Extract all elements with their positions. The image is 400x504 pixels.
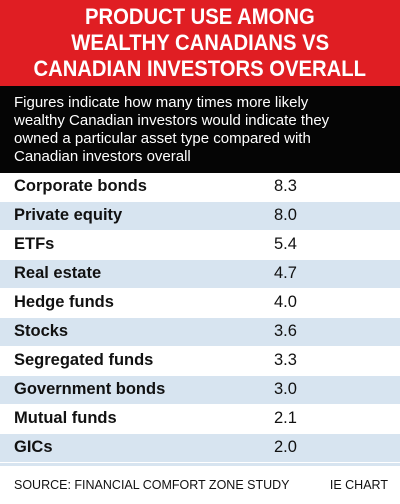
chart-title-line-1: PRODUCT USE AMONG xyxy=(85,4,315,29)
title-banner: PRODUCT USE AMONG WEALTHY CANADIANS VS C… xyxy=(0,0,400,86)
row-label: Government bonds xyxy=(14,380,166,398)
row-value: 3.6 xyxy=(274,322,297,340)
chart-credit: IE CHART xyxy=(329,478,388,492)
row-label: ETFs xyxy=(14,235,55,253)
row-label: Corporate bonds xyxy=(14,177,147,195)
chart-subtitle: Figures indicate how many times more lik… xyxy=(14,94,394,166)
chart-title-line-2: WEALTHY CANADIANS VS xyxy=(71,30,329,55)
row-value: 4.7 xyxy=(274,264,297,282)
table-row: Corporate bonds 8.3 xyxy=(0,173,400,202)
row-label: Mutual funds xyxy=(14,409,117,427)
row-value: 5.4 xyxy=(274,235,297,253)
footer: SOURCE: FINANCIAL COMFORT ZONE STUDY IE … xyxy=(0,463,400,504)
row-value: 3.3 xyxy=(274,351,297,369)
table-row: Private equity 8.0 xyxy=(0,202,400,231)
row-label: Hedge funds xyxy=(14,293,114,311)
row-label: Stocks xyxy=(14,322,69,340)
subtitle-line-1: Figures indicate how many times more lik… xyxy=(14,94,309,111)
table-row: Segregated funds 3.3 xyxy=(0,347,400,376)
row-label: Private equity xyxy=(14,206,123,224)
subtitle-line-3: owned a particular asset type compared w… xyxy=(14,130,311,147)
chart-title-line-3: CANADIAN INVESTORS OVERALL xyxy=(33,56,367,81)
subtitle-line-2: wealthy Canadian investors would indicat… xyxy=(14,112,330,129)
row-label: Real estate xyxy=(14,264,102,282)
table-row: Mutual funds 2.1 xyxy=(0,405,400,434)
subtitle-banner: Figures indicate how many times more lik… xyxy=(0,86,400,173)
table-row: Stocks 3.6 xyxy=(0,318,400,347)
row-value: 3.0 xyxy=(274,380,297,398)
subtitle-line-4: Canadian investors overall xyxy=(14,148,191,165)
table-row: GICs 2.0 xyxy=(0,434,400,463)
row-label: Segregated funds xyxy=(14,351,154,369)
row-value: 2.1 xyxy=(274,409,297,427)
source-note: SOURCE: FINANCIAL COMFORT ZONE STUDY xyxy=(14,478,290,492)
table-row: Real estate 4.7 xyxy=(0,260,400,289)
table-row: Government bonds 3.0 xyxy=(0,376,400,405)
row-value: 8.3 xyxy=(274,177,297,195)
table-row: Hedge funds 4.0 xyxy=(0,289,400,318)
data-table: Corporate bonds 8.3 Private equity 8.0 ETFs 5… xyxy=(0,173,400,463)
row-label: GICs xyxy=(14,438,53,456)
row-value: 4.0 xyxy=(274,293,297,311)
row-value: 8.0 xyxy=(274,206,297,224)
table-row: ETFs 5.4 xyxy=(0,231,400,260)
row-value: 2.0 xyxy=(274,438,297,456)
